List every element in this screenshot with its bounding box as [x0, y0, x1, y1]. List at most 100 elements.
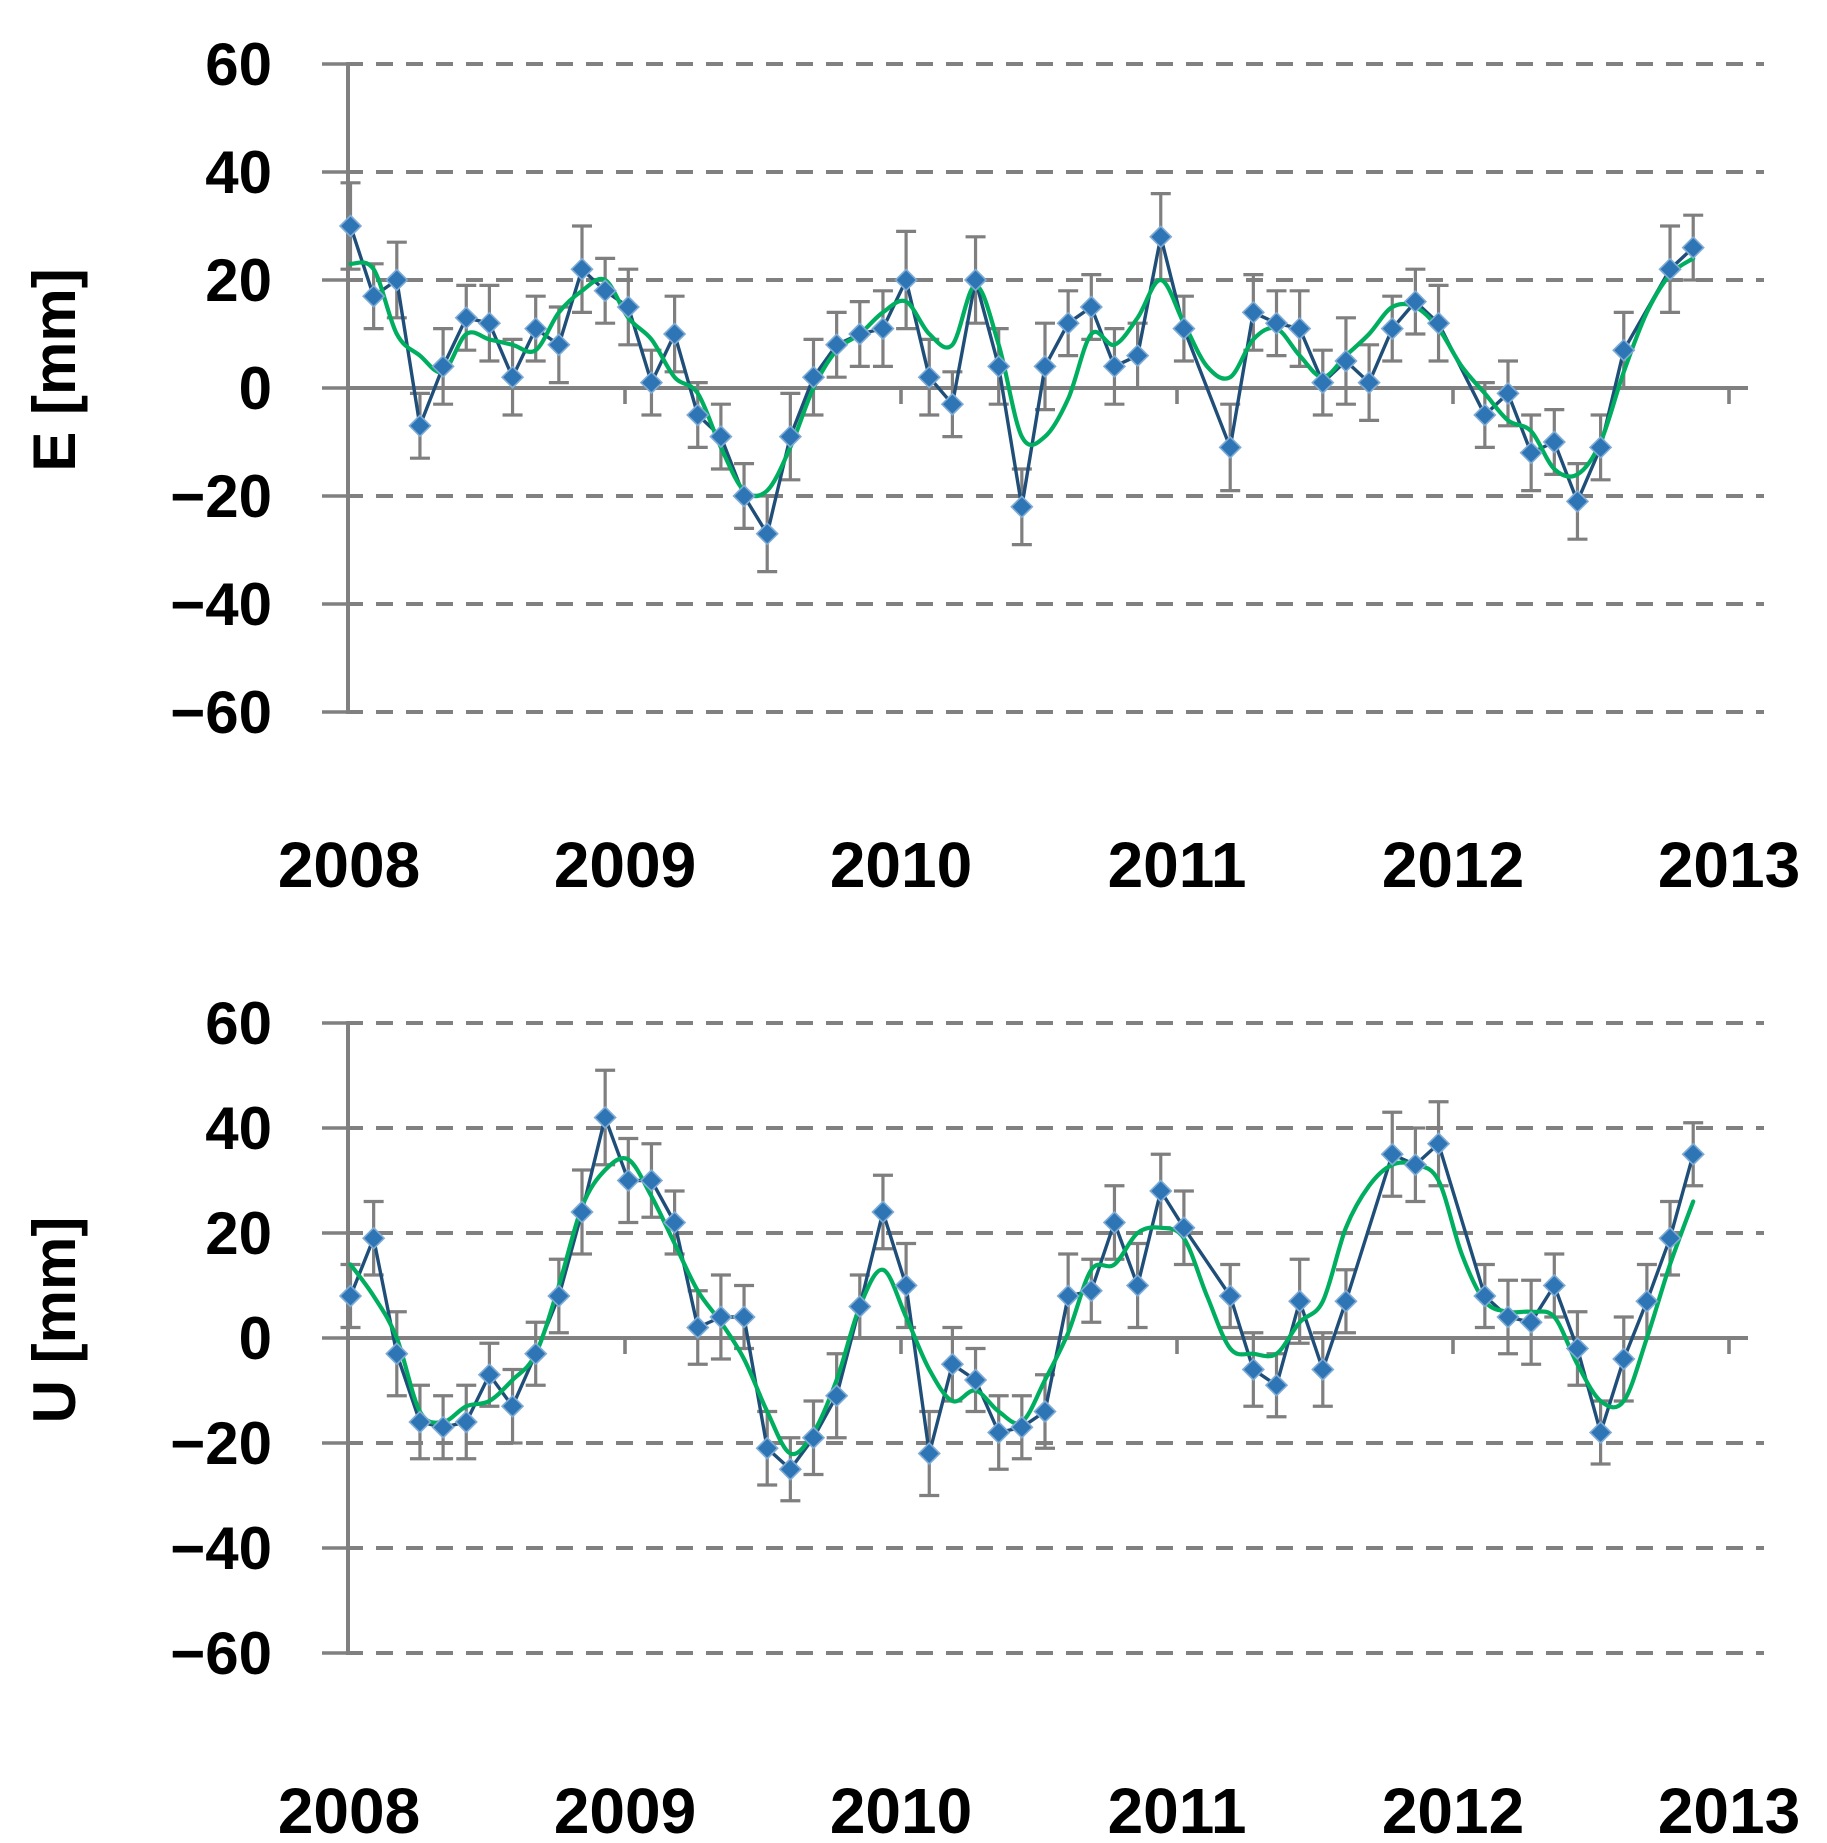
- data-point-marker: [524, 316, 548, 341]
- data-point-marker: [362, 1226, 386, 1250]
- data-point-marker: [454, 306, 478, 330]
- data-point-marker: [1311, 370, 1335, 395]
- data-point-marker: [1519, 441, 1543, 465]
- data-point-marker: [1010, 495, 1034, 519]
- y-tick-label: −40: [170, 571, 272, 638]
- data-point-marker: [408, 414, 432, 438]
- data-point-marker: [940, 392, 965, 416]
- data-point-marker: [431, 1415, 455, 1439]
- data-point-marker: [1612, 1347, 1636, 1371]
- y-tick-label: 40: [205, 139, 272, 206]
- x-tick-label: 2012: [1382, 829, 1524, 901]
- data-point-marker: [1380, 1142, 1404, 1166]
- data-point-marker: [593, 279, 617, 303]
- data-point-marker: [1264, 311, 1289, 335]
- data-point-marker: [1519, 1310, 1543, 1334]
- x-tick-label: 2009: [554, 1775, 696, 1843]
- y-tick-label: 0: [239, 355, 272, 422]
- data-point-marker: [477, 311, 502, 335]
- x-tick-label: 2013: [1658, 829, 1800, 901]
- y-tick-label: 60: [205, 31, 272, 98]
- data-point-marker: [917, 1441, 941, 1466]
- data-point-marker: [848, 1294, 872, 1319]
- y-tick-label: 20: [205, 247, 272, 314]
- data-point-marker: [524, 1342, 548, 1366]
- data-point-marker: [1033, 1399, 1057, 1424]
- e-chart-canvas: 60 40 20 0 −20 −40 −60 2008 2009 2010 2011 2012 2013…: [21, 31, 1800, 901]
- data-point-marker: [1102, 1210, 1127, 1235]
- data-point-marker: [1588, 1420, 1613, 1445]
- data-point-marker: [871, 316, 895, 341]
- data-point-marker: [1496, 1305, 1520, 1329]
- data-point-marker: [1403, 289, 1428, 314]
- data-point-marker: [385, 1342, 409, 1366]
- data-point-marker: [801, 1426, 826, 1450]
- data-point-marker: [338, 214, 363, 238]
- data-point-marker: [338, 1284, 363, 1308]
- y-axis-title: E [mm]: [21, 268, 88, 471]
- data-point-marker: [1033, 354, 1057, 379]
- data-point-marker: [1542, 430, 1566, 454]
- data-point-marker: [662, 1210, 687, 1235]
- data-point-marker: [1056, 311, 1080, 335]
- data-point-marker: [778, 424, 802, 449]
- y-tick-label: 40: [205, 1095, 272, 1162]
- x-tick-label: 2008: [278, 829, 420, 901]
- data-point-marker: [917, 365, 941, 389]
- data-point-marker: [477, 1363, 502, 1387]
- data-point-marker: [1125, 343, 1150, 368]
- x-tick-label: 2011: [1108, 1775, 1247, 1843]
- data-point-marker: [593, 1105, 617, 1130]
- data-point-marker: [1241, 300, 1265, 325]
- data-point-marker: [686, 403, 710, 427]
- data-point-marker: [732, 484, 756, 508]
- data-point-marker: [1473, 403, 1497, 427]
- y-tick-label: −60: [170, 679, 272, 746]
- data-point-marker: [1588, 435, 1613, 460]
- data-point-marker: [1288, 316, 1312, 341]
- y-axis-title: U [mm]: [21, 1217, 88, 1424]
- data-point-marker: [1010, 1415, 1034, 1439]
- x-tick-label: 2011: [1108, 829, 1247, 901]
- data-point-marker: [639, 370, 664, 395]
- data-point-marker: [1334, 1289, 1358, 1313]
- data-point-marker: [570, 1200, 594, 1224]
- data-point-marker: [871, 1200, 895, 1224]
- data-point-marker: [1426, 1132, 1451, 1156]
- data-point-marker: [662, 322, 687, 346]
- data-point-marker: [1612, 338, 1636, 362]
- x-tick-label: 2010: [830, 1775, 972, 1843]
- data-point-marker: [1264, 1373, 1289, 1397]
- e-component-panel: 60 40 20 0 −20 −40 −60 2008 2009 2010 2011 2012 2013…: [0, 0, 1827, 921]
- data-point-marker: [940, 1352, 965, 1376]
- data-point-marker: [686, 1315, 710, 1340]
- u-chart-canvas: 60 40 20 0 −20 −40 −60 2008 2009 2010 2011 2012 2013…: [21, 990, 1800, 1843]
- data-point-marker: [1056, 1284, 1080, 1308]
- data-point-marker: [1542, 1273, 1566, 1298]
- data-point-marker: [385, 268, 409, 292]
- data-point-marker: [1565, 489, 1590, 514]
- data-point-marker: [616, 295, 640, 319]
- trend-line: [348, 256, 1696, 499]
- data-point-marker: [1496, 381, 1520, 406]
- u-component-panel: 60 40 20 0 −20 −40 −60 2008 2009 2010 2011 2012 2013…: [0, 921, 1827, 1843]
- data-point-marker: [1426, 311, 1451, 335]
- data-point-marker: [454, 1410, 478, 1434]
- data-point-marker: [1149, 225, 1173, 249]
- data-point-marker: [547, 1284, 571, 1308]
- data-point-marker: [639, 1168, 664, 1193]
- data-point-marker: [963, 268, 988, 292]
- data-point-marker: [500, 1394, 525, 1418]
- data-point-marker: [408, 1410, 432, 1434]
- data-point-marker: [1635, 1289, 1659, 1313]
- data-point-marker: [1172, 1216, 1196, 1240]
- data-point-marker: [570, 257, 594, 281]
- data-point-marker: [1149, 1179, 1173, 1203]
- y-tick-label: 60: [205, 990, 272, 1057]
- data-point-marker: [1380, 316, 1404, 341]
- data-point-marker: [755, 1436, 779, 1460]
- data-point-marker: [1403, 1153, 1428, 1177]
- data-point-marker: [732, 1305, 756, 1329]
- data-point-marker: [431, 354, 455, 379]
- data-point-marker: [848, 322, 872, 346]
